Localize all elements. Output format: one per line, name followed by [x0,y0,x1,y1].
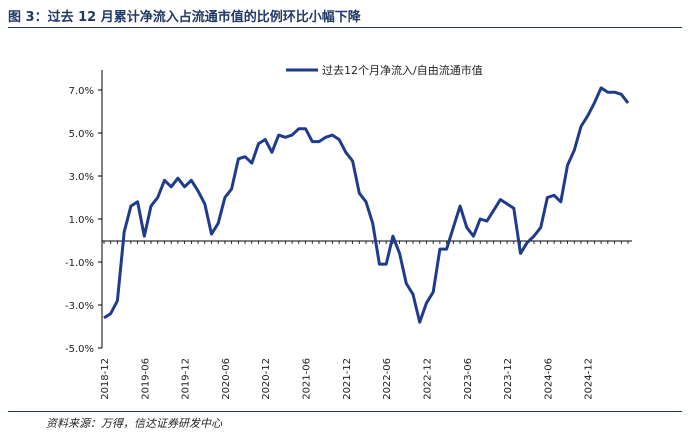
x-tick-label: 2020-12 [261,358,272,400]
y-axis: 7.0% 5.0% 3.0% 1.0% -1.0% -3.0% -5.0% [65,86,102,355]
x-axis: 2018-12 2019-06 2019-12 2020-06 2020-12 2021-… [100,241,629,400]
x-tick-label: 2021-06 [302,358,313,400]
x-tick-label: 2024-06 [543,358,554,400]
y-tick-label: 5.0% [69,129,94,140]
y-tick-label: -3.0% [65,301,94,312]
line-chart: 7.0%5.0%3.0%1.0%-1.0%-3.0%-5.0% 2018-12 2… [65,63,632,400]
x-tick-label: 2022-06 [382,358,393,400]
y-tick-label: 7.0% [69,86,94,97]
y-tick-label: 3.0% [69,172,94,183]
title-divider [8,27,682,28]
footer-divider [8,411,682,412]
y-tick-label: -5.0% [65,344,94,355]
x-tick-label: 2018-12 [100,358,111,400]
source-note: 资料来源：万得，信达证券研发中心 [46,417,222,430]
legend-label: 过去12个月净流入/自由流通市值 [322,63,483,77]
x-tick-label: 2022-12 [422,358,433,400]
x-tick-label: 2019-12 [181,358,192,400]
figure-title: 图 3：过去 12 月累计净流入占流通市值的比例环比小幅下降 [8,10,361,25]
x-tick-label: 2020-06 [221,358,232,400]
x-tick-label: 2021-12 [342,358,353,400]
y-tick-label: 1.0% [69,215,94,226]
x-tick-label: 2019-06 [140,358,151,400]
y-tick-label: -1.0% [65,258,94,269]
legend: 过去12个月净流入/自由流通市值 [286,63,483,77]
x-tick-label: 2023-12 [503,358,514,400]
x-tick-label: 2024-12 [584,358,595,400]
series-line [103,86,630,324]
x-tick-label: 2023-06 [463,358,474,400]
